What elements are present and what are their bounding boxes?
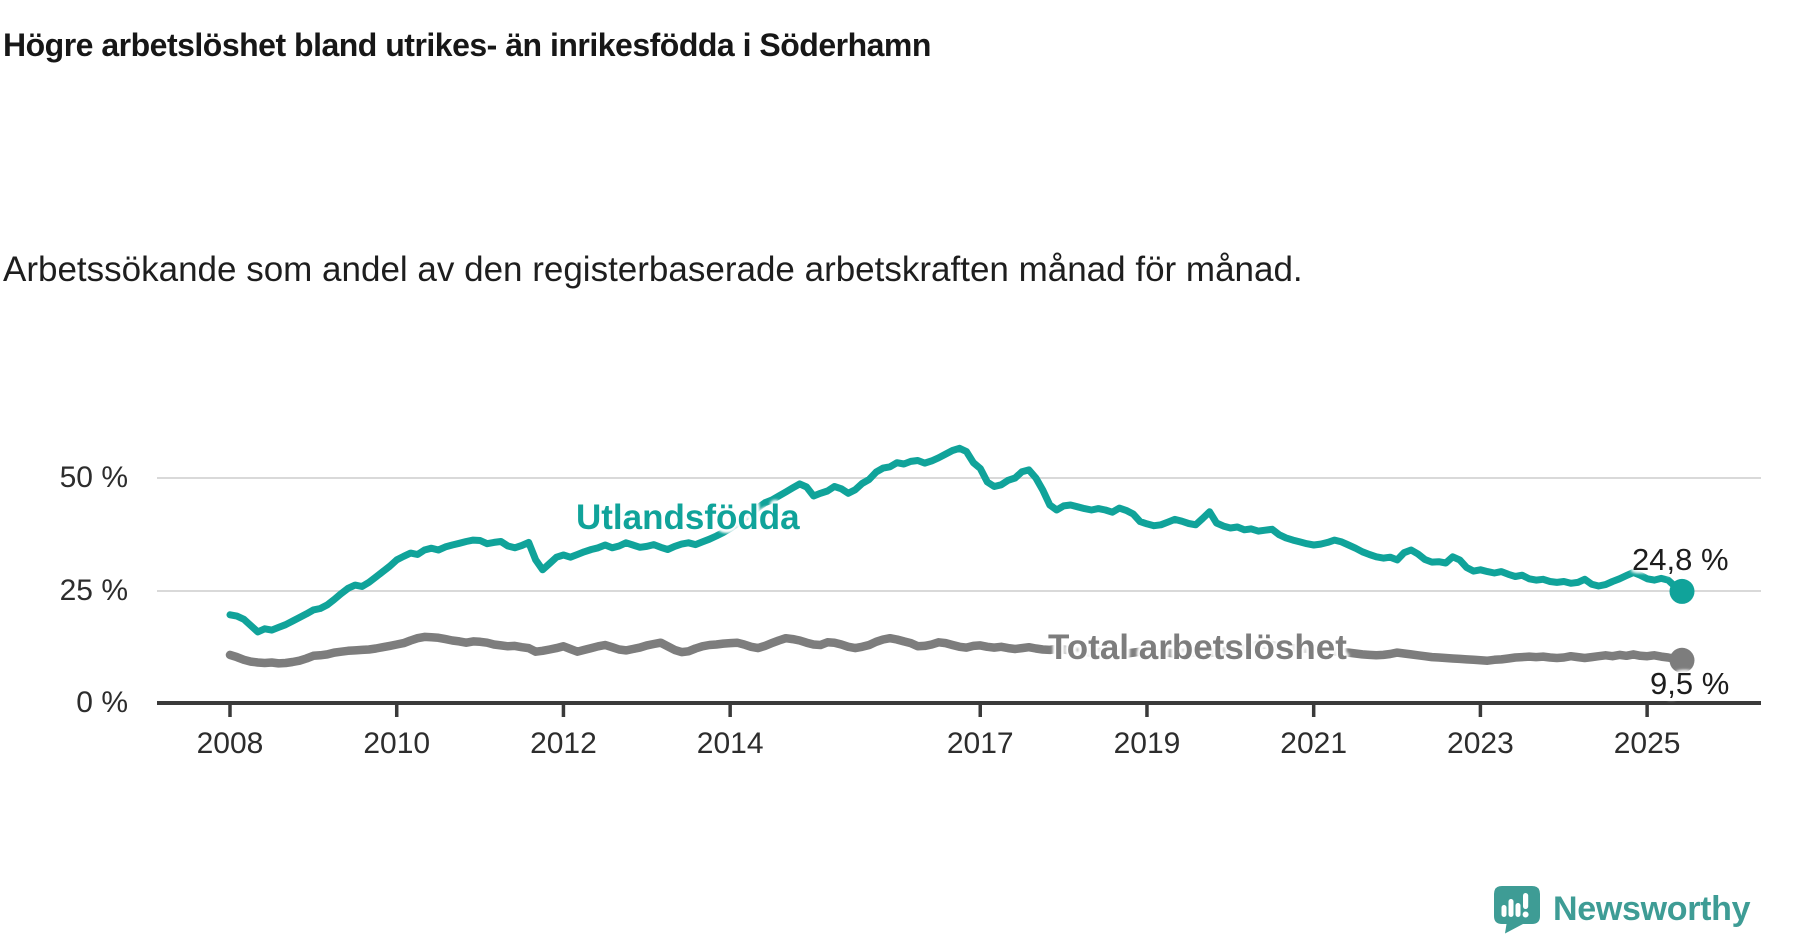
y-axis-label-25: 25 %: [59, 574, 128, 607]
bar-2: [1508, 899, 1514, 917]
endpoint-dot-total-arbetsloshet: [1669, 647, 1695, 673]
x-tick-label-2023: 2023: [1447, 727, 1514, 760]
newsworthy-icon: [1494, 886, 1540, 934]
exclamation-dot: [1522, 911, 1529, 918]
x-tick-label-2017: 2017: [946, 727, 1014, 760]
page-subtitle: Arbetssökande som andel av den registerb…: [3, 250, 1303, 289]
x-tick-label-2008: 2008: [196, 727, 264, 760]
bar-3: [1515, 903, 1521, 917]
series-label-utlandsfodda: Utlandsfödda: [576, 498, 800, 537]
x-tick-label-2010: 2010: [363, 727, 431, 760]
series-line-utlandsfodda: [226, 444, 1686, 636]
bar-1: [1501, 905, 1507, 917]
exclamation-bar: [1523, 893, 1529, 909]
x-axis-ticks: [228, 703, 1649, 717]
x-tick-label-2021: 2021: [1280, 727, 1348, 760]
x-tick-label-2025: 2025: [1613, 727, 1681, 760]
newsworthy-logo-text: Newsworthy: [1553, 890, 1751, 928]
x-tick-label-2012: 2012: [530, 727, 597, 760]
endpoint-dot-utlandsfodda: [1669, 578, 1695, 604]
y-axis-label-50: 50 %: [59, 461, 128, 494]
newsworthy-logo[interactable]: Newsworthy: [1493, 885, 1751, 934]
page-title: Högre arbetslöshet bland utrikes- än inr…: [3, 27, 931, 64]
end-value-label-utlandsfodda: 24,8 %: [1632, 542, 1729, 577]
series-layer: [225, 444, 1695, 673]
x-tick-label-2019: 2019: [1113, 727, 1181, 760]
series-label-total-arbetsloshet: Total arbetslöshet: [1048, 628, 1347, 667]
series-line-total-arbetsloshet: [225, 632, 1687, 668]
end-value-label-total: 9,5 %: [1650, 666, 1730, 701]
gridlines: [157, 477, 1761, 592]
y-axis-label-0: 0 %: [76, 686, 128, 719]
x-tick-label-2014: 2014: [696, 727, 764, 760]
